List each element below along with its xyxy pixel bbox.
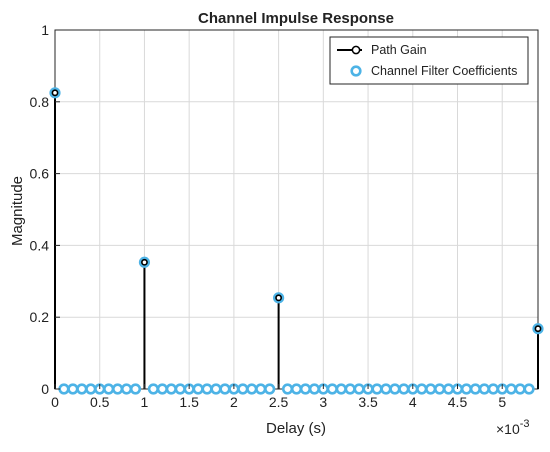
filter-coefficient-marker <box>147 383 159 395</box>
legend-label-path-gain: Path Gain <box>371 43 427 57</box>
x-axis-label: Delay (s) <box>266 420 326 437</box>
filter-coefficient-marker <box>210 383 222 395</box>
filter-coefficient-marker <box>389 383 401 395</box>
x-tick-label: 3.5 <box>358 394 378 410</box>
tick-labels: 0 0.5 1 1.5 2 2.5 3 3.5 4 4.5 5 0 0.2 0.4 0.6 0.8 1 <box>30 22 507 410</box>
filter-coefficient-marker <box>58 383 70 395</box>
filter-coefficient-marker <box>112 383 124 395</box>
path-gain-marker <box>51 89 59 97</box>
legend-marker-path-gain <box>351 45 361 55</box>
filter-coefficient-marker <box>335 383 347 395</box>
filter-coefficient-marker <box>505 383 517 395</box>
filter-coefficient-marker <box>326 383 338 395</box>
path-gain-marker <box>275 294 283 302</box>
filter-coefficient-marker <box>264 383 276 395</box>
y-tick-label: 0.6 <box>30 166 50 182</box>
x-tick-label: 0.5 <box>90 394 110 410</box>
y-tick-label: 0.8 <box>30 94 50 110</box>
filter-coefficient-marker <box>371 383 383 395</box>
filter-coefficient-marker <box>165 383 177 395</box>
filter-coefficient-marker <box>416 383 428 395</box>
y-tick-label: 0 <box>41 381 49 397</box>
filter-coefficient-marker <box>219 383 231 395</box>
legend: Path Gain Channel Filter Coefficients <box>329 36 529 85</box>
filter-coefficient-marker <box>425 383 437 395</box>
filter-coefficient-marker <box>174 383 186 395</box>
x-exponent-base: ×10 <box>496 421 520 437</box>
filter-coefficient-marker <box>85 383 97 395</box>
filter-coefficient-marker <box>67 383 79 395</box>
x-tick-label: 1 <box>141 394 149 410</box>
y-tick-label: 0.4 <box>30 237 50 253</box>
legend-box <box>329 36 529 85</box>
x-tick-label: 2.5 <box>269 394 289 410</box>
filter-coefficient-marker <box>442 383 455 395</box>
y-tick-label: 0.2 <box>30 309 50 325</box>
filter-coefficient-marker <box>380 383 392 395</box>
filter-coefficient-marker <box>523 383 535 395</box>
grid-lines <box>55 30 538 389</box>
filter-coefficient-marker <box>434 383 446 395</box>
x-exponent-power: -3 <box>520 418 530 430</box>
filter-coefficient-marker <box>281 383 294 395</box>
y-tick-label: 1 <box>41 22 49 38</box>
x-tick-label: 0 <box>51 394 59 410</box>
legend-marker-filter-coefficients <box>350 65 362 77</box>
path-gain-marker <box>141 258 148 266</box>
path-gain-marker <box>534 325 542 333</box>
filter-coefficient-marker <box>76 383 88 395</box>
x-tick-label: 1.5 <box>179 394 199 410</box>
x-tick-label: 3 <box>319 394 327 410</box>
filter-coefficient-marker <box>299 383 312 395</box>
chart-title: Channel Impulse Response <box>198 10 394 27</box>
filter-coefficient-marker <box>201 383 213 395</box>
x-tick-label: 5 <box>498 394 506 410</box>
filter-coefficient-marker <box>237 383 249 395</box>
filter-coefficient-marker <box>120 383 133 395</box>
filter-coefficient-marker <box>460 383 473 395</box>
filter-coefficient-marker <box>487 383 499 395</box>
filter-coefficient-marker <box>156 383 168 395</box>
filter-coefficient-marker <box>514 383 526 395</box>
legend-label-filter-coefficients: Channel Filter Coefficients <box>371 64 517 78</box>
stems-layer <box>54 92 539 389</box>
x-tick-label: 2 <box>230 394 238 410</box>
filter-coefficient-marker <box>246 383 258 395</box>
filter-coefficient-marker <box>129 383 142 395</box>
filter-coefficient-marker <box>290 383 303 395</box>
filter-coefficient-marker <box>398 383 410 395</box>
filter-coefficient-marker <box>103 383 115 395</box>
filter-coefficient-marker <box>192 383 204 395</box>
y-axis-label: Magnitude <box>9 176 26 246</box>
x-exponent-label: ×10-3 <box>496 418 530 437</box>
filter-coefficient-marker <box>255 383 267 395</box>
filter-coefficient-marker <box>344 383 356 395</box>
markers-layer <box>49 87 544 395</box>
x-tick-label: 4.5 <box>448 394 468 410</box>
filter-coefficient-marker <box>353 383 365 395</box>
filter-coefficient-marker <box>478 383 490 395</box>
x-tick-label: 4 <box>409 394 417 410</box>
filter-coefficient-marker <box>469 383 481 395</box>
filter-coefficient-marker <box>308 383 320 395</box>
